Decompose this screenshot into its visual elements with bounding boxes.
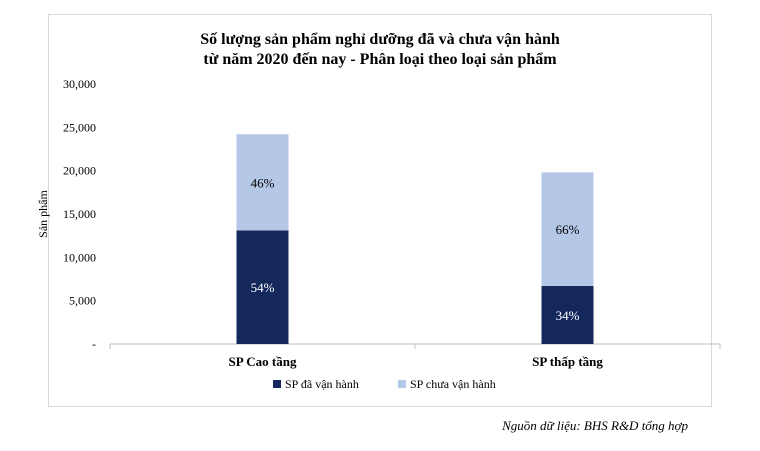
chart-title-line-2: từ năm 2020 đến nay - Phân loại theo loạ…	[203, 51, 557, 68]
y-tick-label: 5,000	[69, 294, 96, 308]
chart-title-line-1: Số lượng sản phẩm nghỉ dưỡng đã và chưa …	[200, 31, 560, 48]
data-label: 54%	[251, 280, 275, 295]
data-label: 34%	[556, 308, 580, 323]
y-tick-label: 30,000	[63, 77, 96, 91]
legend-swatch	[273, 380, 281, 388]
y-tick-label: -	[92, 337, 96, 351]
legend-label: SP chưa vận hành	[410, 377, 496, 391]
y-tick-label: 10,000	[63, 250, 96, 264]
x-category-label: SP Cao tầng	[229, 354, 297, 369]
data-label: 66%	[556, 222, 580, 237]
legend-swatch	[398, 380, 406, 388]
bar-segment	[236, 230, 289, 344]
bar-segment	[541, 172, 594, 286]
data-label: 46%	[251, 175, 275, 190]
bar-segment	[541, 285, 594, 344]
y-tick-label: 20,000	[63, 164, 96, 178]
y-tick-label: 25,000	[63, 120, 96, 134]
bar-segment	[236, 134, 289, 231]
x-category-label: SP thấp tầng	[532, 354, 603, 369]
source-note: Nguồn dữ liệu: BHS R&D tổng hợp	[502, 418, 688, 433]
legend-label: SP đã vận hành	[285, 377, 359, 391]
y-tick-label: 15,000	[63, 207, 96, 221]
y-axis-title: Sản phẩm	[36, 190, 50, 238]
chart-frame	[48, 14, 712, 407]
